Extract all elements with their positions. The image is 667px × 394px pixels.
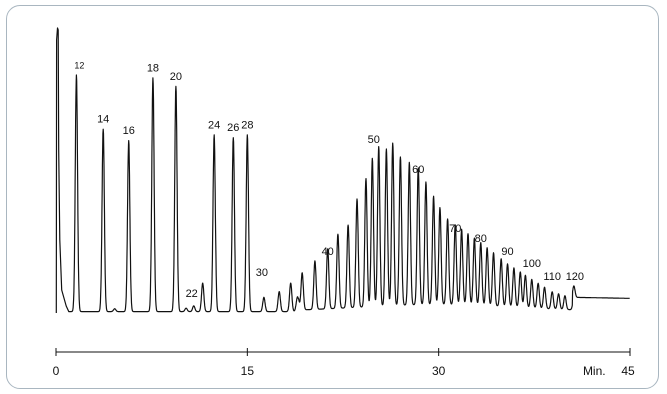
x-tick-label: 0	[53, 364, 60, 378]
peak-label: 70	[449, 223, 461, 235]
x-ticks: 0 15 30 45	[53, 348, 635, 378]
peak-label: 18	[147, 62, 159, 74]
peak-label: 90	[501, 246, 513, 258]
peak-label: 50	[368, 134, 380, 146]
peak-label: 40	[322, 246, 334, 258]
peak-label: 24	[208, 119, 220, 131]
peak-label: 120	[566, 271, 584, 283]
peak-label: 28	[241, 119, 253, 131]
x-tick-label: 15	[241, 364, 255, 378]
x-unit-label: Min.	[583, 364, 606, 378]
peak-label: 100	[523, 258, 541, 270]
peak-label: 14	[97, 114, 109, 126]
peak-label: 26	[227, 122, 239, 134]
peak-label: 30	[256, 267, 268, 279]
peak-label: 12	[74, 60, 84, 70]
chart-frame	[6, 5, 659, 389]
peak-label: 80	[475, 233, 487, 245]
peak-label: 110	[543, 271, 561, 283]
chromatogram-trace	[55, 27, 631, 314]
peak-label: 60	[412, 164, 424, 176]
peak-label: 22	[186, 288, 198, 300]
x-tick-label: 30	[432, 364, 446, 378]
peak-label: 16	[123, 125, 135, 137]
x-tick-label: 45	[621, 364, 635, 378]
peak-label: 20	[170, 71, 182, 83]
